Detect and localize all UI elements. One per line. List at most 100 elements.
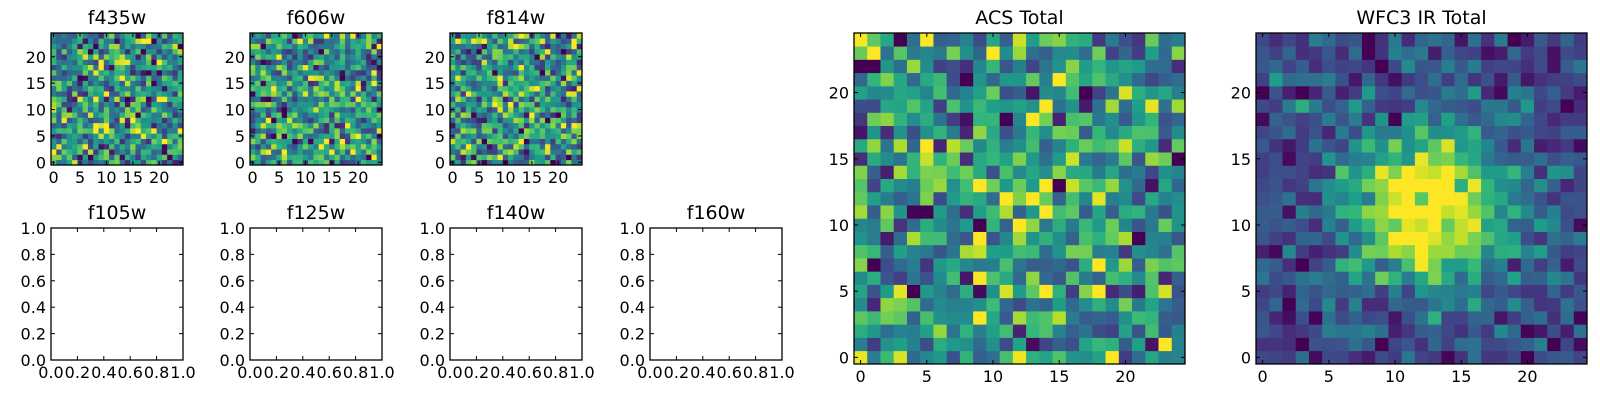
heatmap-cell: [1105, 271, 1120, 285]
heatmap-cell: [87, 54, 94, 60]
heatmap-cell: [1052, 112, 1067, 127]
heatmap-cell: [1507, 271, 1522, 285]
heatmap-cell: [545, 33, 551, 39]
heatmap-cell: [281, 43, 288, 50]
heatmap-cell: [281, 59, 288, 66]
heatmap-cell: [560, 38, 567, 44]
heatmap-cell: [1428, 85, 1442, 100]
heatmap-cell: [156, 96, 163, 102]
heatmap-cell: [933, 311, 948, 325]
heatmap-cell: [1052, 33, 1067, 47]
heatmap-cell: [920, 284, 934, 299]
heatmap-cell: [1269, 112, 1283, 127]
heatmap-cell: [66, 106, 73, 113]
heatmap-cell: [946, 218, 961, 232]
heatmap-cell: [334, 101, 341, 108]
heatmap-cell: [880, 231, 895, 246]
y-tick-label: 10: [1231, 216, 1251, 235]
heatmap-cell: [276, 101, 283, 108]
heatmap-cell: [1454, 218, 1469, 232]
heatmap-cell: [1118, 46, 1133, 60]
heatmap-cell: [854, 218, 868, 232]
heatmap-cell: [880, 311, 895, 325]
heatmap-cell: [82, 64, 89, 71]
heatmap-cell: [260, 128, 267, 134]
heatmap-cell: [893, 33, 908, 47]
heatmap-cell: [77, 75, 84, 81]
heatmap-cell: [98, 143, 105, 150]
heatmap-cell: [177, 128, 184, 134]
heatmap-cell: [156, 54, 163, 60]
heatmap-cell: [1026, 297, 1040, 312]
heatmap-cell: [177, 59, 184, 66]
heatmap-cell: [1335, 311, 1350, 325]
heatmap-cell: [1132, 244, 1146, 259]
heatmap-cell: [1026, 59, 1040, 74]
heatmap-cell: [508, 64, 514, 71]
heatmap-cell: [1308, 99, 1323, 113]
heatmap-cell: [1361, 337, 1376, 352]
heatmap-cell: [276, 133, 283, 139]
heatmap-cell: [465, 59, 472, 66]
x-tick-label: 0: [248, 168, 258, 187]
heatmap-cell: [313, 159, 319, 166]
heatmap-cell: [460, 117, 467, 124]
heatmap-cell: [286, 91, 293, 97]
heatmap-cell: [481, 48, 488, 55]
heatmap-cell: [130, 112, 136, 118]
y-tick-label: 0.6: [220, 272, 245, 291]
heatmap-cell: [345, 80, 351, 87]
heatmap-cell: [255, 101, 261, 108]
heatmap-cell: [492, 59, 498, 66]
heatmap-cell: [999, 218, 1014, 232]
heatmap-cell: [1012, 178, 1027, 193]
heatmap-cell: [103, 85, 110, 92]
heatmap-cell: [1481, 284, 1495, 299]
heatmap-cell: [250, 91, 256, 97]
heatmap-cell: [1322, 258, 1336, 272]
heatmap-cell: [98, 64, 105, 71]
heatmap-cell: [523, 91, 530, 97]
heatmap-cell: [946, 59, 961, 74]
heatmap-cell: [56, 117, 62, 124]
heatmap-cell: [867, 258, 881, 272]
heatmap-cell: [119, 149, 126, 155]
heatmap-cell: [450, 59, 456, 66]
heatmap-cell: [1282, 311, 1297, 325]
heatmap-cell: [167, 48, 173, 55]
heatmap-cell: [318, 101, 325, 108]
heatmap-cell: [906, 231, 921, 246]
heatmap-cell: [56, 38, 62, 44]
heatmap-cell: [1388, 271, 1402, 285]
heatmap-cell: [1428, 165, 1442, 179]
heatmap-cell: [880, 138, 895, 153]
heatmap-cell: [471, 106, 477, 113]
heatmap-cell: [318, 106, 325, 113]
heatmap-cell: [72, 101, 78, 108]
heatmap-cell: [276, 149, 283, 155]
heatmap-cell: [77, 43, 84, 50]
heatmap-cell: [1012, 271, 1027, 285]
y-tick-label: 0.2: [220, 325, 245, 344]
heatmap-cell: [172, 38, 179, 44]
heatmap-cell: [87, 159, 94, 166]
heatmap-cell: [1388, 152, 1402, 166]
heatmap-cell: [999, 152, 1014, 166]
heatmap-cell: [355, 96, 362, 102]
heatmap-cell: [1012, 59, 1027, 74]
heatmap-cell: [486, 59, 493, 66]
heatmap-cell: [880, 178, 895, 193]
heatmap-cell: [93, 106, 99, 113]
heatmap-cell: [481, 112, 488, 118]
heatmap-cell: [103, 106, 110, 113]
heatmap-cell: [1171, 218, 1186, 232]
heatmap-cell: [103, 96, 110, 102]
heatmap-cell: [1534, 125, 1548, 140]
heatmap-cell: [1467, 244, 1482, 259]
heatmap-cell: [1256, 59, 1270, 74]
heatmap-cell: [360, 64, 367, 71]
heatmap-cell: [999, 297, 1014, 312]
heatmap-cell: [502, 138, 509, 145]
heatmap-cell: [513, 159, 519, 166]
heatmap-cell: [486, 64, 493, 71]
